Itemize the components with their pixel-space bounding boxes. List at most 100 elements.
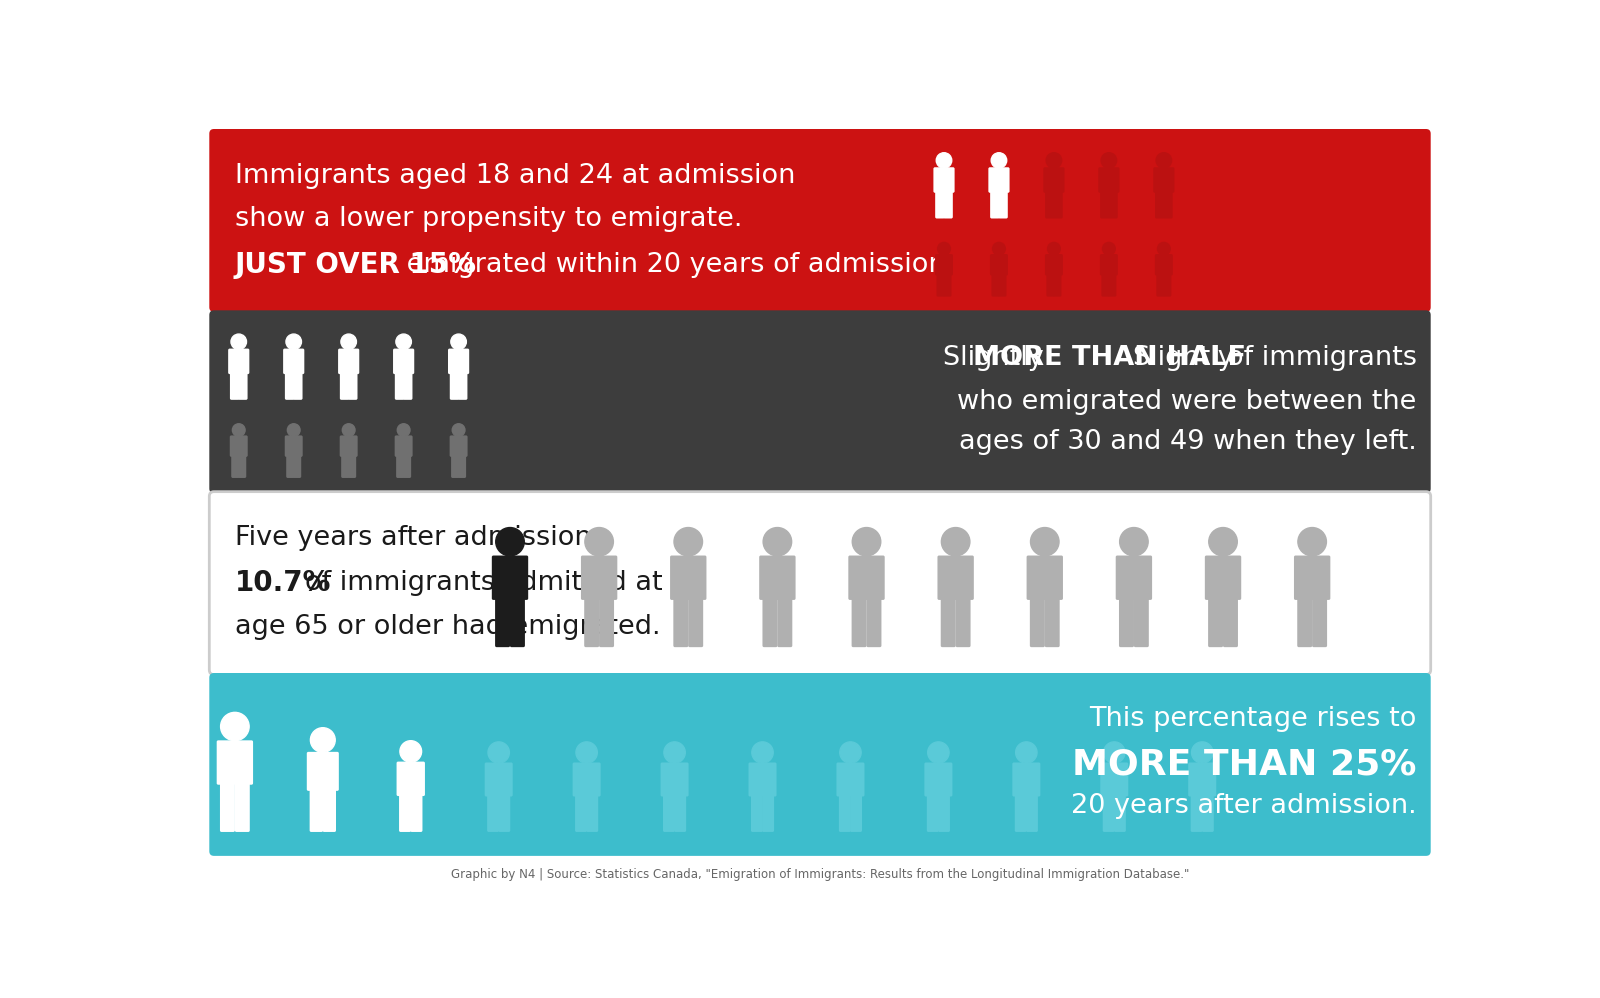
FancyBboxPatch shape [1202,793,1214,832]
FancyBboxPatch shape [238,371,248,400]
FancyBboxPatch shape [1154,168,1174,193]
FancyBboxPatch shape [1099,254,1118,275]
Circle shape [1192,742,1213,763]
Circle shape [576,742,597,763]
FancyBboxPatch shape [235,781,250,832]
Circle shape [488,742,509,763]
FancyBboxPatch shape [942,272,952,296]
Text: 20 years after admission.: 20 years after admission. [1070,793,1416,819]
Circle shape [451,334,466,349]
FancyBboxPatch shape [837,762,864,796]
Circle shape [1048,243,1061,255]
FancyBboxPatch shape [670,556,707,600]
Text: Slightly: Slightly [1133,345,1242,371]
FancyBboxPatch shape [934,254,954,275]
FancyBboxPatch shape [688,597,702,647]
FancyBboxPatch shape [338,348,360,374]
FancyBboxPatch shape [323,787,336,832]
FancyBboxPatch shape [762,793,774,832]
Circle shape [341,334,357,349]
FancyBboxPatch shape [933,168,955,193]
FancyBboxPatch shape [990,254,1008,275]
Circle shape [496,528,525,556]
FancyBboxPatch shape [926,793,939,832]
Circle shape [928,742,949,763]
FancyBboxPatch shape [1114,793,1126,832]
FancyBboxPatch shape [491,556,528,600]
Circle shape [400,741,421,762]
FancyBboxPatch shape [510,597,525,647]
FancyBboxPatch shape [1205,556,1242,600]
FancyBboxPatch shape [1101,272,1110,296]
Circle shape [1101,153,1117,168]
FancyBboxPatch shape [674,597,688,647]
Circle shape [1298,528,1326,556]
Circle shape [310,728,336,752]
FancyBboxPatch shape [210,492,1430,675]
Text: of immigrants admitted at: of immigrants admitted at [304,570,662,596]
Circle shape [1157,153,1171,168]
FancyBboxPatch shape [1163,190,1173,219]
FancyBboxPatch shape [293,454,301,478]
Circle shape [936,153,952,168]
FancyBboxPatch shape [398,793,411,832]
FancyBboxPatch shape [749,762,776,796]
FancyBboxPatch shape [347,371,357,400]
FancyBboxPatch shape [584,597,598,647]
FancyBboxPatch shape [938,793,950,832]
FancyBboxPatch shape [403,454,411,478]
Circle shape [752,742,773,763]
FancyBboxPatch shape [216,741,253,784]
FancyBboxPatch shape [990,190,1000,219]
FancyBboxPatch shape [1101,762,1128,796]
FancyBboxPatch shape [1053,272,1061,296]
Circle shape [1104,742,1125,763]
FancyBboxPatch shape [1109,190,1118,219]
Circle shape [1120,528,1149,556]
FancyBboxPatch shape [1312,597,1326,647]
FancyBboxPatch shape [1045,190,1054,219]
FancyBboxPatch shape [1157,272,1165,296]
Circle shape [992,153,1006,168]
FancyBboxPatch shape [581,556,618,600]
FancyBboxPatch shape [1014,793,1027,832]
FancyBboxPatch shape [955,597,971,647]
Circle shape [938,243,950,255]
Text: age 65 or older had emigrated.: age 65 or older had emigrated. [235,614,661,640]
FancyBboxPatch shape [674,793,686,832]
Circle shape [763,528,792,556]
FancyBboxPatch shape [1155,190,1165,219]
Circle shape [840,742,861,763]
FancyBboxPatch shape [1189,762,1216,796]
Text: who emigrated were between the: who emigrated were between the [957,389,1416,415]
Text: Slightly: Slightly [942,345,1053,371]
FancyBboxPatch shape [310,787,323,832]
Circle shape [232,424,245,436]
FancyBboxPatch shape [838,793,851,832]
FancyBboxPatch shape [1134,597,1149,647]
FancyBboxPatch shape [395,435,413,457]
FancyBboxPatch shape [1045,254,1062,275]
Text: of immigrants: of immigrants [1227,345,1416,371]
FancyBboxPatch shape [1118,597,1134,647]
FancyBboxPatch shape [925,762,952,796]
Circle shape [286,334,301,349]
FancyBboxPatch shape [485,762,512,796]
FancyBboxPatch shape [238,454,246,478]
FancyBboxPatch shape [450,435,467,457]
FancyBboxPatch shape [1294,556,1330,600]
FancyBboxPatch shape [989,168,1010,193]
FancyBboxPatch shape [1190,793,1203,832]
FancyBboxPatch shape [934,190,944,219]
FancyBboxPatch shape [450,371,459,400]
FancyBboxPatch shape [347,454,357,478]
FancyBboxPatch shape [1013,762,1040,796]
Text: MORE THAN 25%: MORE THAN 25% [1072,748,1416,781]
FancyBboxPatch shape [210,129,1430,312]
FancyBboxPatch shape [403,371,413,400]
Circle shape [586,528,613,556]
FancyBboxPatch shape [307,751,339,790]
FancyBboxPatch shape [1098,168,1120,193]
FancyBboxPatch shape [936,272,946,296]
Text: show a lower propensity to emigrate.: show a lower propensity to emigrate. [235,206,742,232]
